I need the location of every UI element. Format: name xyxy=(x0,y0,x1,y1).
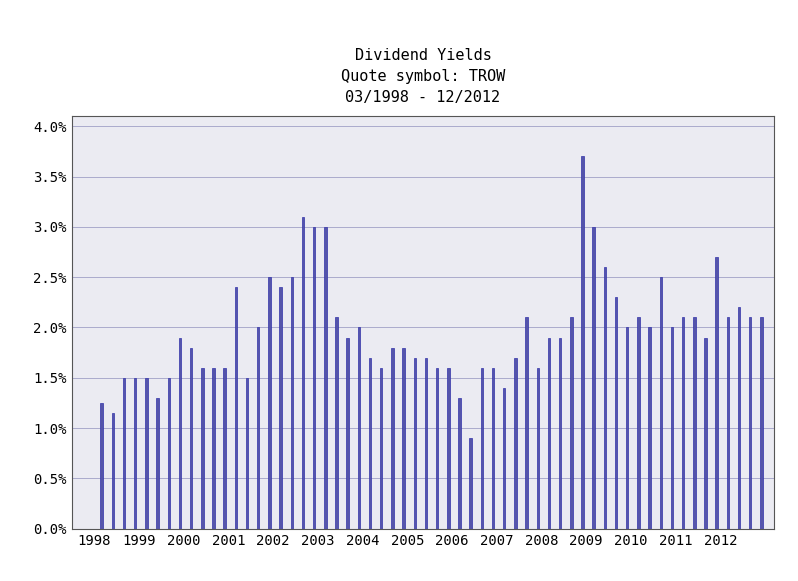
Bar xyxy=(268,277,271,529)
Bar xyxy=(324,227,326,529)
Bar xyxy=(570,317,572,529)
Bar xyxy=(458,398,460,529)
Bar xyxy=(257,328,259,529)
Bar xyxy=(212,368,215,529)
Bar xyxy=(134,378,136,529)
Bar xyxy=(559,338,561,529)
Bar xyxy=(716,257,718,529)
Bar xyxy=(447,368,449,529)
Bar xyxy=(637,317,640,529)
Bar xyxy=(670,328,674,529)
Bar xyxy=(536,368,539,529)
Title: Dividend Yields
Quote symbol: TROW
03/1998 - 12/2012: Dividend Yields Quote symbol: TROW 03/19… xyxy=(341,48,505,105)
Bar xyxy=(145,378,148,529)
Bar xyxy=(369,358,371,529)
Bar xyxy=(749,317,752,529)
Bar xyxy=(581,156,583,529)
Bar xyxy=(592,227,595,529)
Bar xyxy=(503,388,505,529)
Bar xyxy=(168,378,170,529)
Bar xyxy=(705,338,707,529)
Bar xyxy=(279,287,282,529)
Bar xyxy=(727,317,729,529)
Bar xyxy=(480,368,483,529)
Bar xyxy=(492,368,494,529)
Bar xyxy=(223,368,226,529)
Bar xyxy=(603,267,606,529)
Bar xyxy=(626,328,629,529)
Bar xyxy=(738,307,741,529)
Bar xyxy=(290,277,293,529)
Bar xyxy=(648,328,651,529)
Bar xyxy=(190,347,192,529)
Bar xyxy=(614,297,617,529)
Bar xyxy=(201,368,203,529)
Bar xyxy=(525,317,527,529)
Bar xyxy=(693,317,696,529)
Bar xyxy=(123,378,125,529)
Bar xyxy=(402,347,405,529)
Bar xyxy=(413,358,416,529)
Bar xyxy=(235,287,237,529)
Bar xyxy=(547,338,550,529)
Bar xyxy=(514,358,516,529)
Bar xyxy=(380,368,382,529)
Bar xyxy=(313,227,315,529)
Bar xyxy=(358,328,360,529)
Bar xyxy=(760,317,763,529)
Bar xyxy=(681,317,685,529)
Bar xyxy=(659,277,662,529)
Bar xyxy=(112,413,114,529)
Bar xyxy=(302,217,304,529)
Bar xyxy=(469,438,472,529)
Bar xyxy=(436,368,438,529)
Bar xyxy=(246,378,248,529)
Bar xyxy=(335,317,338,529)
Bar xyxy=(346,338,349,529)
Bar xyxy=(391,347,393,529)
Bar xyxy=(156,398,159,529)
Bar xyxy=(101,403,103,529)
Bar xyxy=(179,338,181,529)
Bar xyxy=(425,358,427,529)
